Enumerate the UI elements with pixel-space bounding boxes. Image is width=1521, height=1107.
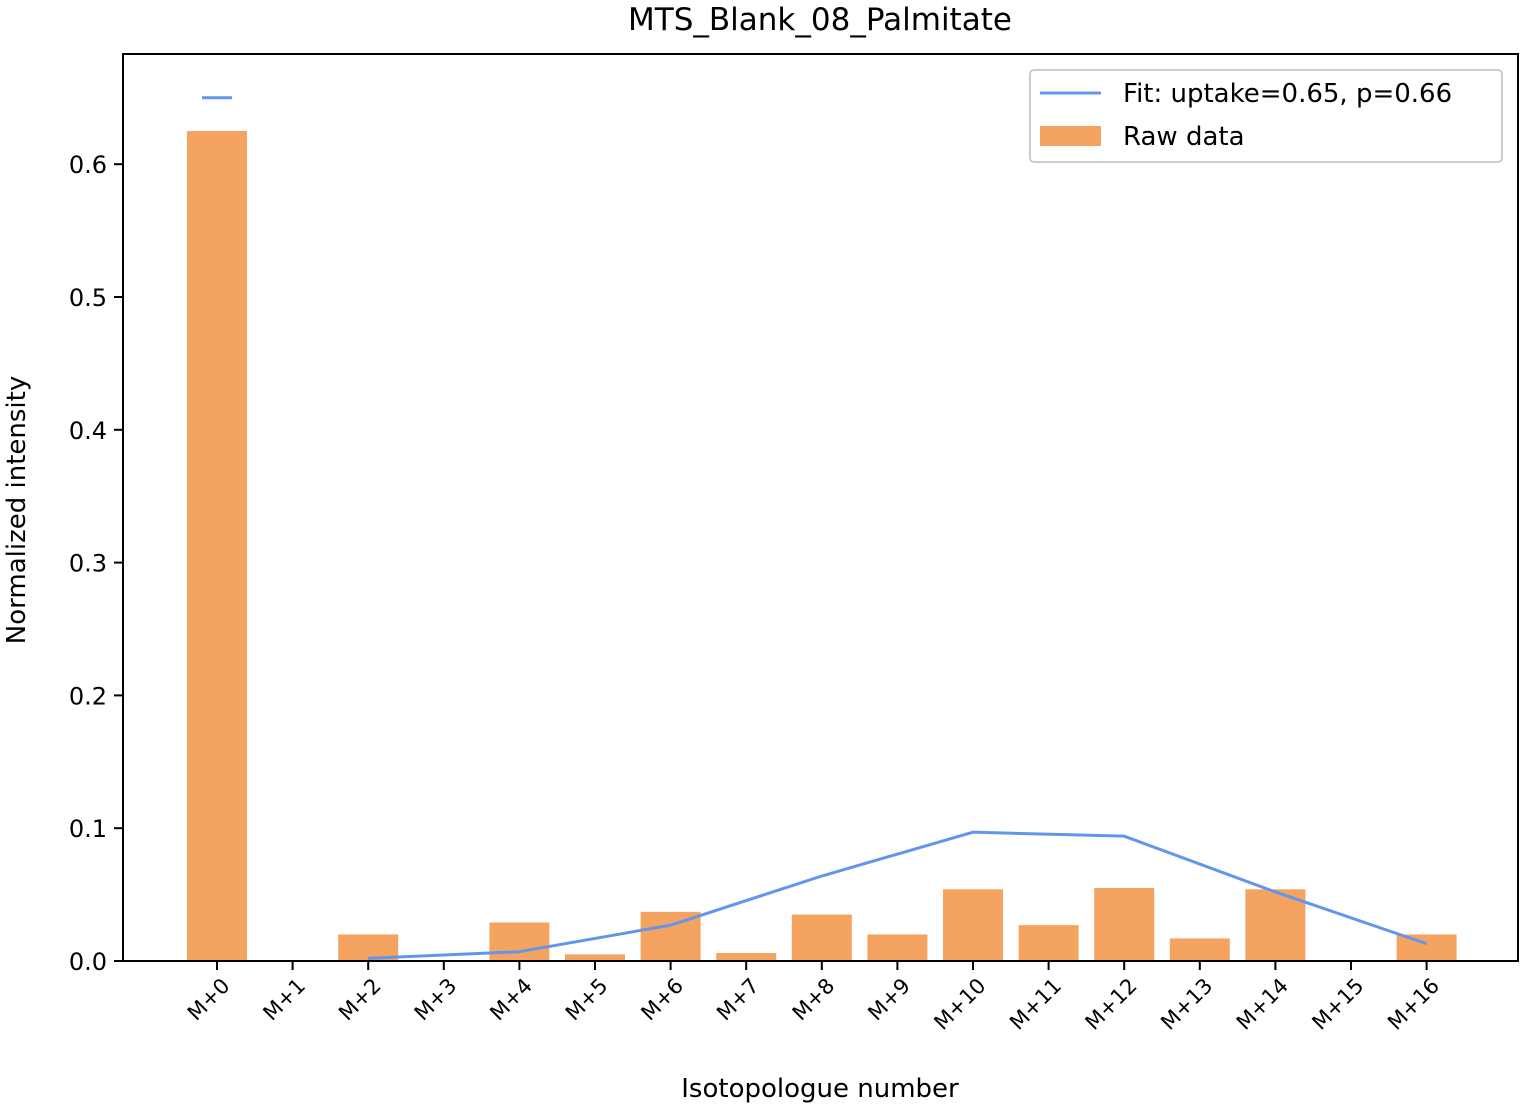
y-axis-label: Normalized intensity	[2, 376, 32, 644]
legend-raw-data-swatch	[1040, 126, 1101, 146]
x-tick-label: M+8	[788, 974, 840, 1026]
x-tick-label: M+6	[636, 974, 688, 1026]
legend-raw-data-label: Raw data	[1123, 122, 1245, 152]
legend: Fit: uptake=0.65, p=0.66 Raw data	[1029, 69, 1503, 163]
x-tick-label: M+11	[1005, 974, 1066, 1035]
bar-M+5	[565, 954, 625, 961]
plot-frame	[122, 53, 1519, 962]
y-tick-label: 0.3	[69, 550, 107, 578]
legend-fit-label: Fit: uptake=0.65, p=0.66	[1123, 79, 1452, 109]
x-tick-label: M+3	[410, 974, 462, 1026]
bar-M+7	[716, 953, 777, 961]
bar-M+12	[1094, 887, 1155, 961]
x-tick-label: M+12	[1081, 974, 1142, 1035]
bar-M+8	[791, 914, 852, 961]
bar-M+10	[943, 889, 1003, 961]
bar-M+9	[867, 934, 928, 961]
y-tick-label: 0.1	[69, 815, 107, 843]
y-tick-label: 0.5	[69, 284, 107, 312]
fit-line	[368, 830, 1428, 960]
bar-M+13	[1169, 938, 1230, 961]
x-tick-label: M+4	[485, 974, 537, 1026]
x-tick-label: M+13	[1156, 974, 1217, 1035]
x-tick-label: M+15	[1307, 974, 1368, 1035]
chart-title: MTS_Blank_08_Palmitate	[628, 2, 1012, 38]
x-tick-label: M+16	[1383, 974, 1444, 1035]
x-tick-label: M+5	[561, 974, 613, 1026]
bar-M+14	[1245, 889, 1306, 961]
x-tick-label: M+1	[258, 974, 310, 1026]
x-axis-label: Isotopologue number	[681, 1074, 959, 1104]
y-tick-label: 0.0	[69, 948, 107, 976]
bar-M+0	[187, 131, 247, 961]
x-tick-label: M+2	[334, 974, 386, 1026]
y-tick-label: 0.4	[69, 417, 107, 445]
bar-M+11	[1018, 925, 1079, 961]
legend-box	[1029, 69, 1503, 163]
x-tick-label: M+10	[929, 974, 990, 1035]
bar-M+4	[489, 922, 550, 961]
x-tick-label: M+9	[863, 974, 915, 1026]
y-tick-label: 0.6	[69, 151, 107, 179]
y-tick-label: 0.2	[69, 682, 107, 710]
bar-M+16	[1396, 934, 1457, 961]
x-tick-label: M+0	[183, 974, 235, 1026]
x-tick-label: M+14	[1232, 974, 1293, 1035]
x-tick-label: M+7	[712, 974, 764, 1026]
plot-area: 0.0 0.1 0.2 0.3 0.4 0.5 0.6 M+0 M+1 M+2 M+3 M+4 M+5 M…	[69, 53, 1519, 1035]
